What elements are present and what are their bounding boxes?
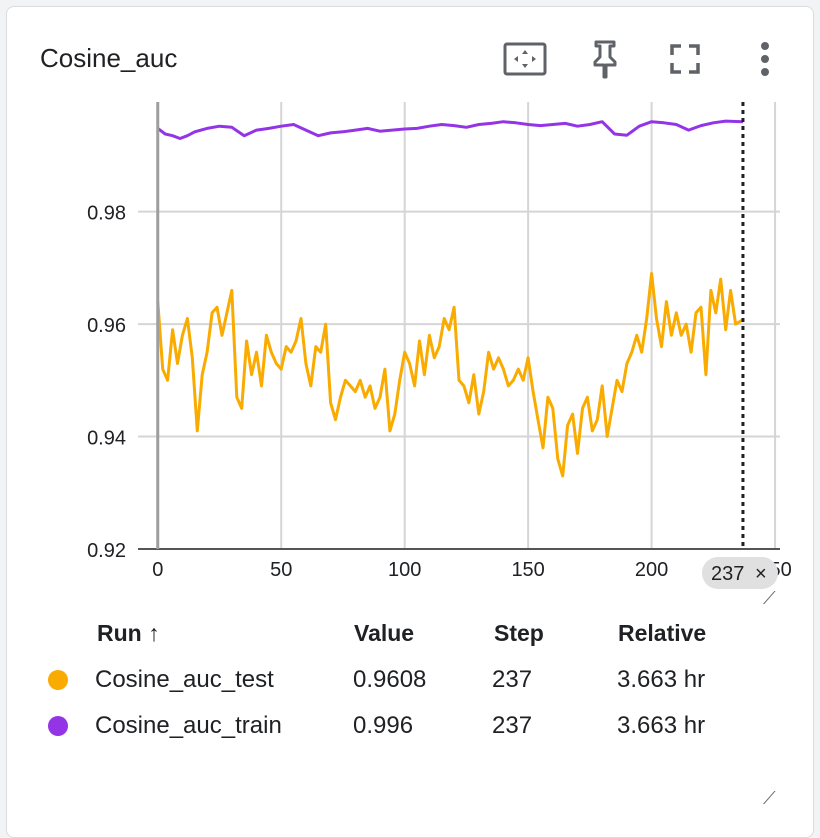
run-color-dot-test xyxy=(48,670,68,690)
sort-arrow-icon: ↑ xyxy=(148,620,160,646)
row-run-train: Cosine_auc_train xyxy=(95,712,282,739)
y-axis-ticks: 0.92 0.94 0.96 0.98 xyxy=(87,203,126,562)
fit-domain-button[interactable] xyxy=(501,35,549,83)
series-line-cosine-auc-train xyxy=(156,119,744,140)
row-step-train: 237 xyxy=(492,712,533,739)
row-value-train: 0.996 xyxy=(353,712,414,739)
fullscreen-icon xyxy=(670,44,700,74)
row-relative-train: 3.663 hr xyxy=(617,712,706,739)
resize-handle-icon[interactable]: ⟋ xyxy=(763,788,776,808)
resize-handle-icon[interactable]: ⟋ xyxy=(763,588,776,608)
x-tick-label: 150 xyxy=(511,559,544,581)
series-line-cosine-auc-test xyxy=(156,272,744,478)
x-axis-ticks: 050100150200250 xyxy=(152,559,792,581)
y-tick-label: 0.98 xyxy=(87,203,126,225)
chart-series xyxy=(156,119,744,478)
fullscreen-button[interactable] xyxy=(661,35,709,83)
run-color-dot-train xyxy=(48,716,68,736)
fit-domain-icon xyxy=(503,42,547,76)
x-tick-label: 50 xyxy=(270,559,292,581)
line-chart[interactable]: 0.920.940.960.98 050100150200250 237 × xyxy=(0,0,820,600)
row-step-test: 237 xyxy=(492,666,533,693)
pin-icon xyxy=(593,40,617,79)
y-tick-label: 0.96 xyxy=(87,315,126,337)
x-tick-label: 100 xyxy=(388,559,421,581)
header-run-label: Run xyxy=(97,620,142,646)
step-chip-background xyxy=(701,557,778,589)
step-chip-label: 237 xyxy=(711,563,744,585)
y-tick-label: 0.92 xyxy=(87,540,126,562)
row-relative-test: 3.663 hr xyxy=(617,666,706,693)
step-cursor-chip[interactable]: 237 × xyxy=(701,557,778,589)
scalar-card: Cosine_auc xyxy=(6,6,814,838)
more-options-button[interactable] xyxy=(741,35,789,83)
x-tick-label: 0 xyxy=(152,559,163,581)
header-relative[interactable]: Relative xyxy=(618,620,707,646)
header-run[interactable]: Run ↑ xyxy=(97,620,160,647)
row-value-test: 0.9608 xyxy=(353,666,427,693)
close-icon[interactable]: × xyxy=(755,563,767,585)
y-tick-label: 0.94 xyxy=(87,428,126,450)
card-title: Cosine_auc xyxy=(40,43,178,73)
more-vert-icon xyxy=(761,42,769,76)
header-step[interactable]: Step xyxy=(494,620,544,646)
pin-button[interactable] xyxy=(581,35,629,83)
row-run-test: Cosine_auc_test xyxy=(95,666,274,693)
header-value[interactable]: Value xyxy=(354,620,415,646)
x-tick-label: 200 xyxy=(635,559,668,581)
